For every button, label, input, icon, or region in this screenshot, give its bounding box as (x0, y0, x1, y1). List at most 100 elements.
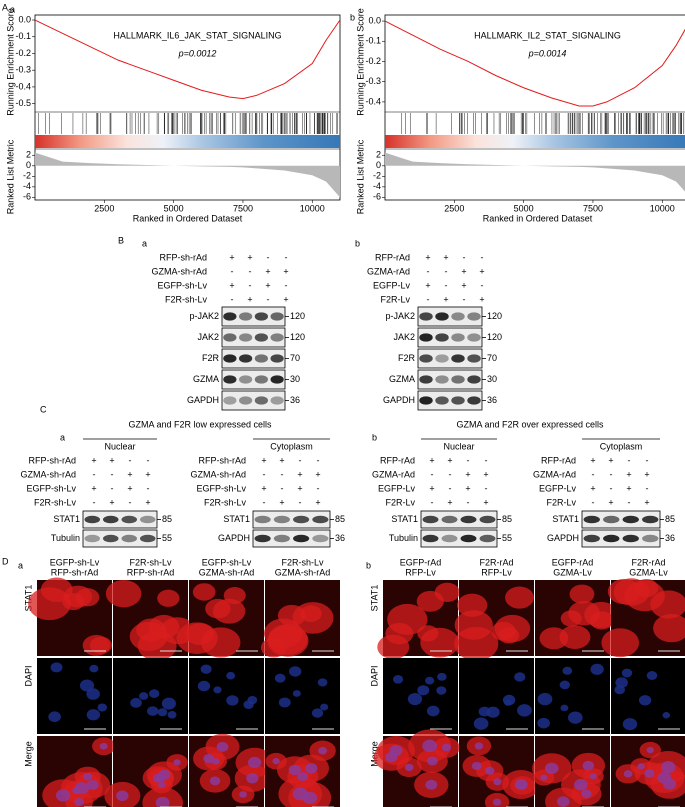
condition-sign: - (646, 455, 649, 465)
condition-label: F2R-sh-Lv (165, 294, 208, 304)
nucleus (55, 789, 71, 802)
condition-sign: - (592, 497, 595, 507)
blot-band (622, 515, 639, 524)
y-tick-label: -0.3 (15, 65, 31, 75)
nucleus (318, 746, 328, 755)
nucleus (97, 703, 108, 712)
blot-band (441, 534, 458, 543)
column-label: RFP-sh-rAd (127, 567, 175, 577)
condition-sign: + (297, 483, 302, 493)
blot-band (239, 312, 253, 321)
condition-sign: - (485, 483, 488, 493)
blot-band (460, 534, 477, 543)
nucleus (417, 685, 430, 696)
condition-label: EGFP-sh-Lv (26, 483, 76, 493)
nucleus (116, 790, 129, 802)
condition-sign: - (467, 455, 470, 465)
blot-band (270, 354, 284, 363)
blot-band (84, 515, 101, 524)
nucleus (161, 697, 176, 710)
condition-sign: - (147, 455, 150, 465)
nucleus (646, 671, 658, 680)
condition-sign: + (626, 483, 631, 493)
condition-sign: + (483, 469, 488, 479)
band-name: Tubulin (389, 533, 418, 543)
y-tick-label: -0.2 (15, 48, 31, 58)
nucleus (662, 778, 677, 790)
nucleus (441, 743, 452, 752)
micrograph (189, 658, 264, 734)
column-label: F2R-sh-Lv (281, 557, 324, 567)
blot-band (254, 534, 271, 543)
cell (223, 587, 246, 604)
cell (387, 603, 428, 635)
micrograph (535, 658, 610, 734)
nucleus (644, 769, 655, 778)
condition-label: F2R-Lv (385, 497, 415, 507)
nucleus (197, 680, 211, 692)
block-header: Cytoplasm (600, 441, 643, 451)
condition-sign: - (111, 469, 114, 479)
condition-label: RFP-rAd (380, 455, 415, 465)
nucleus (407, 693, 423, 706)
nucleus (278, 697, 291, 708)
blot-band (603, 534, 620, 543)
blot-band (583, 534, 600, 543)
band-size: 120 (290, 332, 305, 342)
band-size: 70 (290, 353, 300, 363)
micrograph (454, 580, 534, 661)
sub-label: a (10, 4, 15, 14)
block-header: Cytoplasm (270, 441, 313, 451)
metric-tick-label: -4 (23, 181, 31, 191)
micrograph (260, 580, 340, 658)
cell (82, 634, 110, 656)
band-size: 36 (487, 395, 497, 405)
blot-band (254, 396, 268, 405)
blot-band (139, 515, 156, 524)
band-name: F2R (202, 353, 220, 363)
condition-sign: - (263, 497, 266, 507)
nucleus (404, 763, 414, 772)
micrograph (28, 577, 113, 656)
row-label: Merge (23, 741, 33, 767)
nucleus (239, 791, 248, 798)
nucleus (243, 700, 254, 710)
band-size: 36 (335, 533, 345, 543)
nucleus (425, 779, 438, 790)
condition-sign: + (443, 252, 448, 262)
micrograph (459, 658, 534, 734)
nucleus (74, 798, 84, 807)
condition-label: F2R-sh-Lv (204, 497, 247, 507)
band-name: GAPDH (547, 533, 579, 543)
x-tick-label: 10000 (300, 203, 325, 213)
nucleus (574, 778, 588, 791)
blot-band (239, 396, 253, 405)
blot-band (422, 534, 439, 543)
nucleus (485, 766, 495, 775)
column-label: RFP-Lv (481, 567, 512, 577)
panel-label: C (40, 404, 47, 414)
column-label: RFP-sh-rAd (51, 567, 99, 577)
nucleus (473, 717, 489, 730)
condition-sign: - (646, 483, 649, 493)
micrograph (383, 658, 458, 734)
condition-label: RFP-rAd (541, 455, 576, 465)
condition-label: EGFP-sh-Lv (196, 483, 246, 493)
condition-label: GZMA-sh-rAd (20, 469, 76, 479)
blot (221, 348, 286, 369)
condition-label: F2R-Lv (380, 294, 410, 304)
condition-sign: + (279, 497, 284, 507)
condition-sign: - (592, 469, 595, 479)
blot-band (223, 375, 237, 384)
nucleus (478, 706, 491, 717)
column-label: EGFP-sh-Lv (50, 557, 100, 567)
nucleus (213, 686, 222, 694)
nucleus (662, 712, 671, 719)
cell (377, 634, 410, 660)
condition-sign: - (317, 455, 320, 465)
cell (201, 627, 241, 658)
blot-band (467, 333, 481, 342)
condition-sign: - (285, 280, 288, 290)
nucleus (226, 671, 236, 680)
sub-label: a (142, 238, 147, 248)
